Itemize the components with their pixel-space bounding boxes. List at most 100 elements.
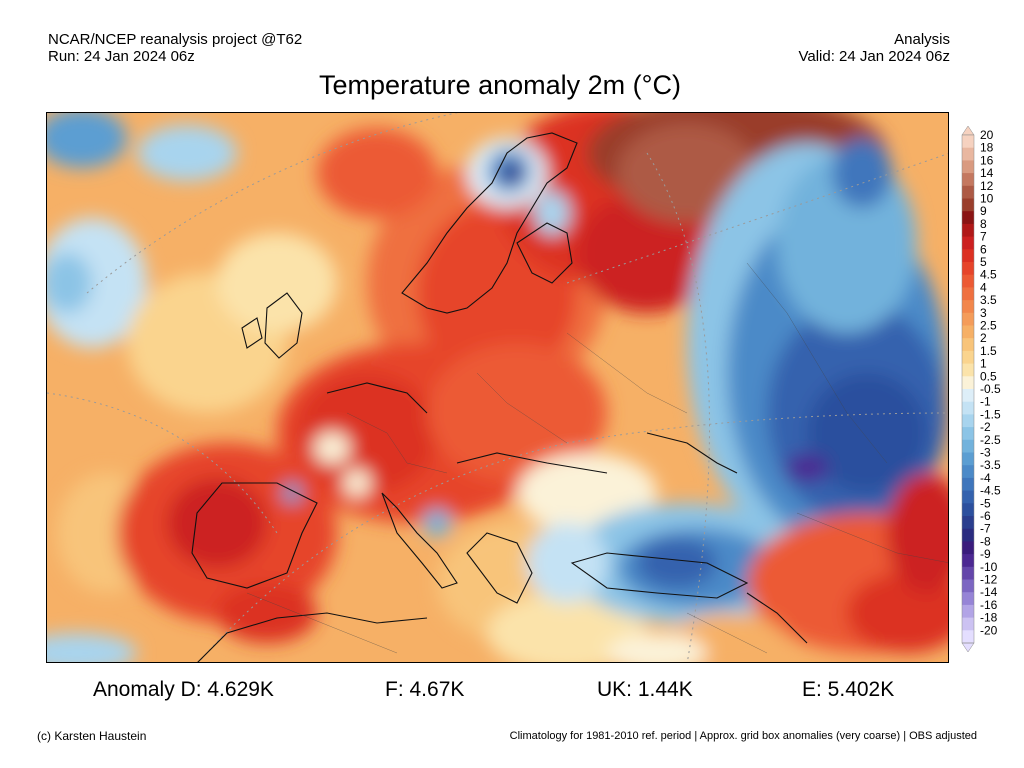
colorbar-swatch — [962, 427, 974, 441]
colorbar-tick-label: 10 — [980, 192, 994, 206]
colorbar-tick-label: 1.5 — [980, 344, 997, 358]
colorbar-swatch — [962, 465, 974, 479]
colorbar-swatch — [962, 198, 974, 212]
analysis-label: Analysis — [894, 31, 950, 48]
colorbar-swatch — [962, 414, 974, 428]
colorbar-tick-label: 12 — [980, 179, 994, 193]
colorbar-swatch — [962, 211, 974, 225]
colorbar-swatch — [962, 389, 974, 403]
colorbar-tick-label: -5 — [980, 496, 991, 510]
credit: (c) Karsten Haustein — [37, 729, 147, 743]
colorbar-swatch — [962, 312, 974, 326]
colorbar-swatch — [962, 173, 974, 187]
colorbar-tick-label: 4 — [980, 280, 987, 294]
borders — [246, 262, 948, 654]
colorbar-swatch — [962, 490, 974, 504]
colorbar-swatch — [962, 223, 974, 237]
colorbar-tick-label: 2 — [980, 331, 987, 345]
colorbar-tick-label: 7 — [980, 230, 987, 244]
colorbar-swatch — [962, 376, 974, 390]
colorbar-tick-label: 5 — [980, 255, 987, 269]
colorbar-cap-bottom — [961, 642, 975, 653]
colorbar-tick-label: -4 — [980, 471, 991, 485]
colorbar-tick-label: -18 — [980, 611, 998, 625]
valid-label: Valid: 24 Jan 2024 06z — [798, 48, 950, 65]
colorbar-tick-label: 4.5 — [980, 268, 997, 282]
colorbar-tick-label: 20 — [980, 128, 994, 142]
colorbar-tick-label: -3.5 — [980, 458, 1001, 472]
colorbar-swatch — [962, 617, 974, 631]
colorbar-swatch — [962, 135, 974, 149]
anomaly-uk: UK: 1.44K — [597, 678, 693, 701]
coastlines — [191, 132, 808, 662]
anomaly-map — [46, 112, 949, 663]
colorbar-tick-label: 1 — [980, 357, 987, 371]
colorbar-swatch — [962, 160, 974, 174]
colorbar-swatch — [962, 249, 974, 263]
colorbar-swatch — [962, 236, 974, 250]
header-right: Analysis Valid: 24 Jan 2024 06z — [798, 31, 950, 65]
anomaly-e: E: 5.402K — [802, 678, 895, 701]
colorbar-swatch — [962, 452, 974, 466]
header-left: NCAR/NCEP reanalysis project @T62 Run: 2… — [48, 31, 302, 65]
colorbar-tick-label: -14 — [980, 585, 998, 599]
colorbar-swatch — [962, 274, 974, 288]
colorbar-outline — [961, 134, 975, 644]
colorbar-tick-label: -16 — [980, 598, 998, 612]
colorbar-tick-label: 2.5 — [980, 319, 997, 333]
colorbar-swatch — [962, 147, 974, 161]
colorbar-tick-label: -20 — [980, 623, 998, 637]
colorbar-swatch — [962, 579, 974, 593]
colorbar-swatch — [962, 592, 974, 606]
colorbar-swatch — [962, 439, 974, 453]
colorbar-tick-label: 6 — [980, 242, 987, 256]
colorbar-tick-label: -10 — [980, 560, 998, 574]
colorbar-tick-label: 14 — [980, 166, 994, 180]
colorbar-tick-label: 9 — [980, 204, 987, 218]
colorbar-swatch — [962, 262, 974, 276]
anomaly-map-canvas — [47, 113, 948, 662]
colorbar-tick-label: -6 — [980, 509, 991, 523]
colorbar-cap-top — [961, 125, 975, 136]
anomaly-f: F: 4.67K — [385, 678, 465, 701]
colorbar-tick-label: 3 — [980, 306, 987, 320]
colorbar-swatch — [962, 503, 974, 517]
colorbar-swatch — [962, 541, 974, 555]
colorbar-tick-label: -7 — [980, 522, 991, 536]
project-label: NCAR/NCEP reanalysis project @T62 — [48, 31, 303, 48]
colorbar-tick-label: 16 — [980, 153, 994, 167]
footnote: Climatology for 1981-2010 ref. period | … — [509, 730, 977, 742]
colorbar-tick-label: 18 — [980, 141, 994, 155]
colorbar-tick-label: -3 — [980, 446, 991, 460]
colorbar-swatch — [962, 350, 974, 364]
colorbar-swatch — [962, 566, 974, 580]
colorbar-tick-label: -1.5 — [980, 407, 1001, 421]
anomaly-field — [47, 113, 948, 662]
run-label: Run: 24 Jan 2024 06z — [48, 48, 195, 65]
colorbar-tick-label: -8 — [980, 534, 991, 548]
colorbar-swatch — [962, 338, 974, 352]
colorbar: 201816141210987654.543.532.521.510.5-0.5… — [961, 125, 1001, 653]
colorbar-swatch — [962, 477, 974, 491]
colorbar-tick-label: -2.5 — [980, 433, 1001, 447]
colorbar-tick-label: -0.5 — [980, 382, 1001, 396]
colorbar-tick-label: 0.5 — [980, 369, 997, 383]
colorbar-swatch — [962, 185, 974, 199]
colorbar-tick-label: -4.5 — [980, 484, 1001, 498]
colorbar-swatch — [962, 287, 974, 301]
colorbar-tick-label: -9 — [980, 547, 991, 561]
colorbar-swatch — [962, 528, 974, 542]
map-title: Temperature anomaly 2m (°C) — [319, 70, 681, 100]
colorbar-swatch — [962, 363, 974, 377]
graticule — [47, 113, 948, 662]
colorbar-tick-label: -1 — [980, 395, 991, 409]
colorbar-swatch — [962, 516, 974, 530]
colorbar-swatch — [962, 554, 974, 568]
colorbar-tick-label: -12 — [980, 573, 998, 587]
colorbar-swatch — [962, 604, 974, 618]
colorbar-tick-label: 8 — [980, 217, 987, 231]
colorbar-swatch — [962, 401, 974, 415]
colorbar-tick-label: 3.5 — [980, 293, 997, 307]
colorbar-swatch — [962, 325, 974, 339]
colorbar-swatch — [962, 300, 974, 314]
